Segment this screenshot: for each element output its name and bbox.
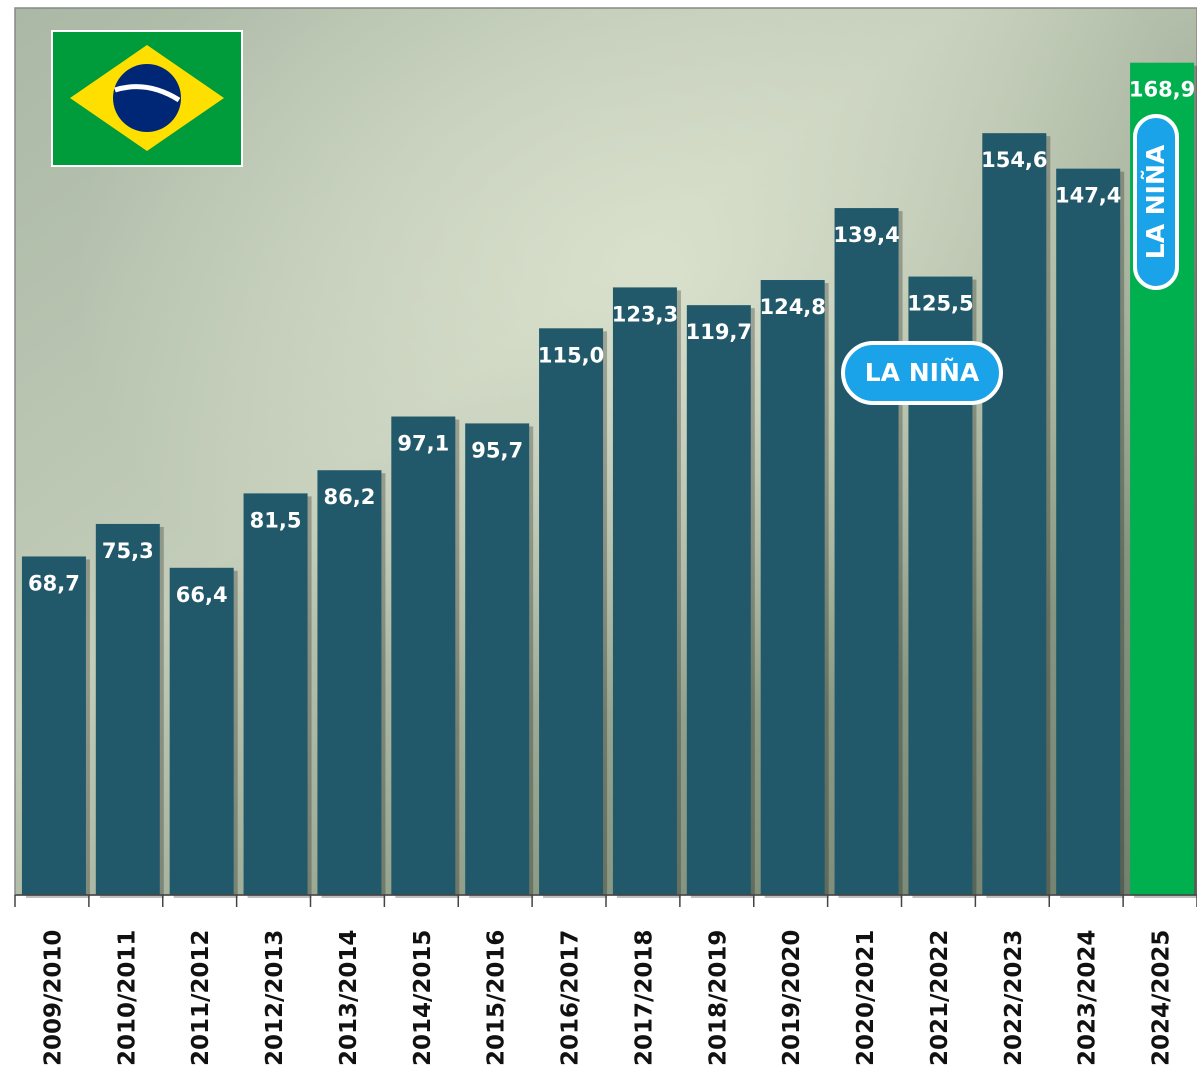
bar: [243, 493, 308, 895]
bar: [834, 208, 899, 896]
bar: [1056, 168, 1121, 895]
annotation: LA NIÑA: [865, 358, 980, 387]
bar: [21, 556, 86, 895]
annotation-badge: LA NIÑA: [841, 341, 1003, 405]
value-label: 97,1: [397, 432, 449, 456]
bar: [317, 470, 382, 895]
value-label: 66,4: [176, 583, 228, 607]
x-tick-label: 2023/2024: [1075, 930, 1101, 1066]
flag: [51, 30, 243, 167]
annotation-badge: LA NIÑA: [1133, 114, 1179, 290]
value-label: 75,3: [102, 539, 154, 563]
x-tick-label: 2016/2017: [558, 930, 584, 1066]
x-tick-label: 2012/2013: [262, 930, 288, 1066]
annotation: LA NIÑA: [1141, 144, 1170, 259]
x-tick-label: 2018/2019: [705, 930, 731, 1066]
value-label: 124,8: [759, 295, 825, 319]
x-tick-label: 2014/2015: [410, 930, 436, 1066]
bar: [982, 133, 1047, 896]
bar: [612, 287, 677, 895]
x-tick-label: 2011/2012: [188, 930, 214, 1066]
x-tick-label: 2017/2018: [631, 930, 657, 1066]
value-label: 81,5: [250, 508, 302, 532]
value-label: 115,0: [538, 343, 604, 367]
x-tick-label: 2013/2014: [336, 930, 362, 1066]
x-tick-label: 2019/2020: [779, 930, 805, 1066]
x-tick-label: 2024/2025: [1149, 930, 1175, 1066]
value-label: 68,7: [28, 571, 80, 595]
bar: [686, 305, 751, 895]
x-tick-label: 2022/2023: [1001, 930, 1027, 1066]
bar: [169, 567, 234, 895]
value-label: 123,3: [612, 302, 678, 326]
bar: [539, 328, 604, 895]
value-label: 154,6: [981, 148, 1047, 172]
x-tick-label: 2020/2021: [853, 930, 879, 1066]
value-label: 139,4: [833, 223, 899, 247]
x-tick-label: 2015/2016: [484, 930, 510, 1066]
bar: [391, 416, 456, 895]
value-label: 95,7: [471, 438, 523, 462]
value-label: 168,9: [1129, 78, 1195, 102]
x-tick-label: 2010/2011: [114, 930, 140, 1066]
bar: [95, 523, 160, 895]
value-label: 125,5: [907, 292, 973, 316]
value-label: 86,2: [324, 485, 376, 509]
value-label: 147,4: [1055, 184, 1121, 208]
x-tick-label: 2021/2022: [927, 930, 953, 1066]
bar: [760, 280, 825, 896]
x-tick-label: 2009/2010: [40, 930, 66, 1066]
value-label: 119,7: [686, 320, 752, 344]
bar: [465, 423, 530, 895]
